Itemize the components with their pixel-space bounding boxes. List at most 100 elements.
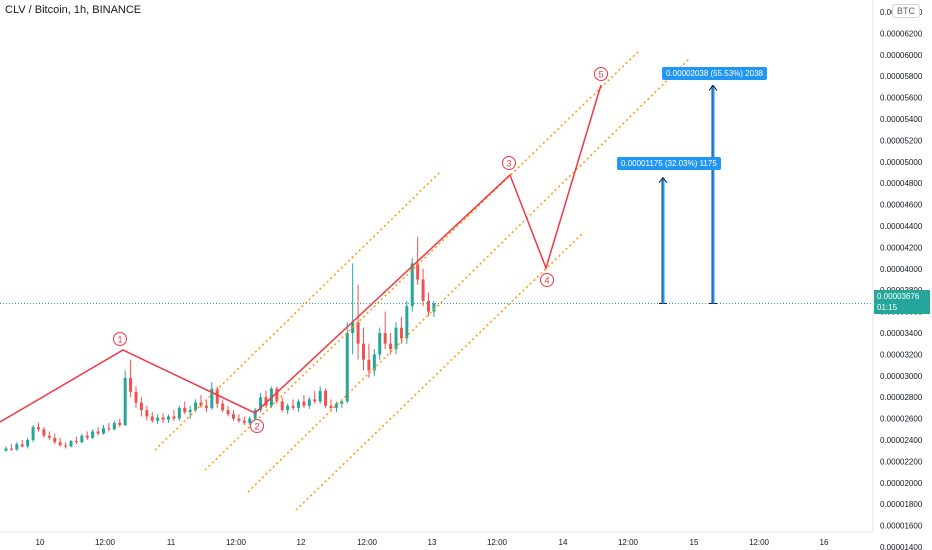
channel-line[interactable] xyxy=(247,57,691,493)
candle-body[interactable] xyxy=(318,390,322,402)
candle-body[interactable] xyxy=(26,440,30,447)
candle-body[interactable] xyxy=(96,431,100,434)
candle-body[interactable] xyxy=(64,445,68,447)
candle-body[interactable] xyxy=(421,279,425,301)
wave-label-circle[interactable] xyxy=(594,67,608,81)
measure-label-1[interactable]: 0.00001175 (32.03%) 1175 xyxy=(617,157,721,170)
candle-body[interactable] xyxy=(20,444,24,447)
candle-body[interactable] xyxy=(259,397,263,411)
candle-body[interactable] xyxy=(4,448,8,451)
candle-body[interactable] xyxy=(37,427,40,430)
chart-title: CLV / Bitcoin, 1h, BINANCE xyxy=(5,4,142,16)
candle-body[interactable] xyxy=(102,428,105,434)
candle-body[interactable] xyxy=(410,263,414,307)
candle-body[interactable] xyxy=(221,403,225,411)
candle-body[interactable] xyxy=(107,428,111,430)
candle-body[interactable] xyxy=(405,306,409,339)
candle-body[interactable] xyxy=(204,405,208,408)
wave-path[interactable] xyxy=(0,84,602,423)
candle-body[interactable] xyxy=(188,410,192,413)
candle-body[interactable] xyxy=(399,327,403,339)
candle-body[interactable] xyxy=(172,416,176,419)
candle-body[interactable] xyxy=(248,418,252,423)
measure-label-2[interactable]: 0.00002038 (55.53%) 2038 xyxy=(662,67,767,80)
candle-body[interactable] xyxy=(74,441,78,443)
time-tick-label: 12:00 xyxy=(749,538,770,547)
candle-body[interactable] xyxy=(362,343,365,360)
candle-body[interactable] xyxy=(210,388,214,408)
candle-body[interactable] xyxy=(129,377,133,392)
candle-body[interactable] xyxy=(313,399,317,402)
wave-label-circle[interactable] xyxy=(540,273,554,287)
candle-body[interactable] xyxy=(85,435,89,438)
candle-body[interactable] xyxy=(253,410,257,419)
price-tick-label: 0.00005400 xyxy=(880,115,923,124)
candle-body[interactable] xyxy=(9,448,13,450)
candle-body[interactable] xyxy=(383,333,387,344)
candle-body[interactable] xyxy=(232,414,235,419)
candle-body[interactable] xyxy=(356,322,360,344)
channel-line[interactable] xyxy=(204,49,641,471)
candle-body[interactable] xyxy=(118,422,122,426)
candle-body[interactable] xyxy=(58,442,62,446)
candle-body[interactable] xyxy=(215,388,219,404)
candle-body[interactable] xyxy=(69,441,73,447)
candle-body[interactable] xyxy=(31,427,35,440)
candle-body[interactable] xyxy=(194,402,198,411)
candle-body[interactable] xyxy=(42,429,46,436)
candle-body[interactable] xyxy=(150,416,154,421)
price-tick-label: 0.00005000 xyxy=(880,158,923,167)
wave-label-circle[interactable] xyxy=(113,332,127,346)
candle-body[interactable] xyxy=(324,390,328,406)
channel-line[interactable] xyxy=(295,231,585,511)
candle-body[interactable] xyxy=(394,327,398,350)
candle-body[interactable] xyxy=(372,354,376,371)
wave-label-circle[interactable] xyxy=(502,156,516,170)
candle-body[interactable] xyxy=(145,410,149,417)
candle-body[interactable] xyxy=(167,416,170,420)
candle-body[interactable] xyxy=(242,420,246,423)
candle-body[interactable] xyxy=(307,399,311,406)
candle-body[interactable] xyxy=(329,405,333,408)
price-tick-label: 0.00003200 xyxy=(880,350,923,359)
candle-body[interactable] xyxy=(264,397,268,406)
candle-body[interactable] xyxy=(416,263,420,280)
candle-body[interactable] xyxy=(177,407,181,419)
candle-body[interactable] xyxy=(199,402,203,406)
candle-body[interactable] xyxy=(53,437,57,443)
candle-body[interactable] xyxy=(302,401,306,406)
candle-body[interactable] xyxy=(432,303,436,312)
candle-body[interactable] xyxy=(123,377,127,426)
candle-body[interactable] xyxy=(156,417,160,421)
candle-body[interactable] xyxy=(297,401,300,408)
candle-body[interactable] xyxy=(389,343,393,350)
candle-body[interactable] xyxy=(378,333,382,355)
candle-body[interactable] xyxy=(161,417,165,420)
candle-body[interactable] xyxy=(112,422,116,430)
candle-body[interactable] xyxy=(427,300,430,312)
candle-body[interactable] xyxy=(15,444,19,450)
candle-body[interactable] xyxy=(139,402,143,411)
candle-body[interactable] xyxy=(367,359,371,371)
candle-body[interactable] xyxy=(286,405,290,411)
candle-body[interactable] xyxy=(91,431,95,438)
candle-body[interactable] xyxy=(280,401,284,411)
candle-body[interactable] xyxy=(80,435,84,443)
currency-badge[interactable]: BTC xyxy=(892,4,920,18)
wave-label-circle[interactable] xyxy=(250,419,264,433)
candle-body[interactable] xyxy=(237,418,241,421)
channel-line[interactable] xyxy=(154,171,441,451)
price-tick-label: 0.00001400 xyxy=(880,543,923,550)
candle-body[interactable] xyxy=(345,333,349,402)
candle-body[interactable] xyxy=(183,407,187,413)
candle-body[interactable] xyxy=(291,405,295,408)
candle-body[interactable] xyxy=(226,410,230,415)
candle-body[interactable] xyxy=(340,401,344,404)
candle-body[interactable] xyxy=(334,403,338,408)
time-tick-label: 12:00 xyxy=(95,538,116,547)
time-tick-label: 12:00 xyxy=(226,538,247,547)
candle-body[interactable] xyxy=(47,435,51,438)
candle-body[interactable] xyxy=(275,388,279,402)
candle-body[interactable] xyxy=(134,391,138,403)
